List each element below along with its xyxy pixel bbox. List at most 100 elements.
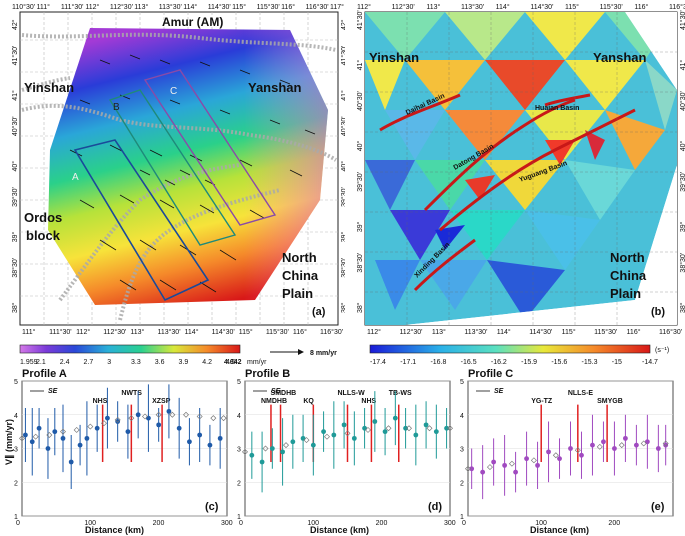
model-point bbox=[196, 413, 203, 420]
data-point bbox=[331, 432, 337, 438]
lon-tick-top: 116° bbox=[281, 3, 295, 11]
data-point bbox=[491, 459, 497, 465]
lon-tick-top: 111°30' bbox=[61, 3, 84, 11]
data-point bbox=[568, 446, 573, 451]
fault-label: NWTS bbox=[121, 390, 142, 397]
colorbar-a-tick: 3.6 bbox=[155, 359, 165, 366]
model-point bbox=[530, 457, 537, 464]
lon-tick-bottom: 116°30' bbox=[659, 328, 682, 336]
y-tick-label: 2 bbox=[460, 480, 464, 487]
model-point bbox=[128, 415, 135, 422]
data-point bbox=[166, 408, 172, 414]
lon-tick-bottom: 111°30' bbox=[49, 328, 72, 336]
data-point bbox=[68, 459, 74, 465]
colorbar-b-tick: -16.5 bbox=[461, 359, 477, 366]
colorbar-a-tick: 3.3 bbox=[131, 359, 141, 366]
profiles: Profile A V∥ (mm/yr) Distance (km) (c) S… bbox=[4, 368, 674, 535]
model-point bbox=[618, 442, 625, 449]
profile-c-xlabel: Distance (km) bbox=[530, 525, 589, 535]
model-point bbox=[32, 433, 39, 440]
model-point bbox=[486, 464, 493, 471]
profile-b-title: Profile B bbox=[245, 368, 290, 380]
model-point bbox=[552, 452, 559, 459]
lon-tick-top: 116°30' bbox=[669, 3, 685, 11]
ref-vector-label: 8 mm/yr bbox=[310, 350, 337, 357]
lat-tick-right: 38° bbox=[340, 302, 345, 313]
lon-tick-top: 114° bbox=[496, 3, 510, 11]
colorbar-a-tick: 4.5 bbox=[226, 359, 236, 366]
data-point bbox=[249, 452, 255, 458]
x-tick-label: 100 bbox=[307, 520, 319, 527]
y-tick-label: 2 bbox=[237, 480, 241, 487]
model-point bbox=[73, 426, 80, 433]
lon-tick-bottom: 113° bbox=[130, 328, 144, 336]
lat-tick-left: 38°30' bbox=[11, 258, 19, 278]
x-tick-label: 100 bbox=[535, 520, 547, 527]
lat-tick-left: 39° bbox=[11, 231, 19, 242]
colorbar-b-tick: -15.3 bbox=[582, 359, 598, 366]
ncp-label-b-3: Plain bbox=[610, 286, 641, 301]
y-tick-label: 5 bbox=[14, 379, 18, 386]
data-point bbox=[513, 469, 518, 475]
lat-tick-right: 40° bbox=[340, 161, 345, 172]
lon-tick-bottom: 115°30' bbox=[594, 328, 617, 336]
model-point bbox=[365, 426, 371, 433]
data-point bbox=[84, 435, 90, 441]
data-point bbox=[423, 422, 429, 428]
lon-tick-top: 115° bbox=[565, 3, 579, 11]
lon-tick-bottom: 115° bbox=[239, 328, 253, 336]
model-point bbox=[344, 430, 351, 437]
model-point bbox=[662, 440, 669, 447]
lat-tick-right: 42° bbox=[340, 19, 345, 30]
lon-tick-top: 114°30' bbox=[530, 3, 553, 11]
lon-tick-bottom: 116° bbox=[293, 328, 307, 336]
colorbar-a-tick: 3 bbox=[107, 359, 111, 366]
lat-tick-right: 40°30' bbox=[340, 116, 345, 136]
lon-tick-top: 112°30' bbox=[392, 3, 415, 11]
lat-tick-right: 41°30' bbox=[340, 46, 345, 66]
colorbars: 1.959 2.1 2.4 2.7 3 3.3 3.6 3.9 4.2 4.5 4.642 mm… bbox=[19, 344, 669, 366]
map-a: A B C Amur (AM) Yinshan Yanshan Ordos bl… bbox=[11, 3, 345, 336]
lat-tick-right: 39° bbox=[340, 231, 345, 242]
lon-tick-bottom: 114°30' bbox=[529, 328, 552, 336]
lat-tick-left: 41°30' bbox=[356, 10, 364, 30]
panel-a-label: (a) bbox=[312, 306, 326, 318]
ref-vector-head bbox=[298, 349, 304, 355]
lat-tick-left: 40° bbox=[356, 140, 364, 151]
data-point bbox=[444, 425, 449, 431]
ncp-label-a-3: Plain bbox=[282, 286, 313, 301]
fault-label: NLLS-W bbox=[338, 390, 366, 397]
model-point bbox=[46, 432, 53, 438]
model-point bbox=[406, 425, 412, 432]
basin-outlines bbox=[379, 93, 636, 292]
lon-tick-bottom: 114°30' bbox=[212, 328, 235, 336]
profile-box-c bbox=[143, 69, 277, 226]
fault-label: NHS bbox=[93, 398, 108, 405]
model-point bbox=[385, 425, 392, 432]
model-point bbox=[262, 445, 269, 452]
lon-tick-bottom: 115° bbox=[562, 328, 576, 336]
data-point bbox=[612, 446, 617, 451]
colorbar-b-tick: -17.1 bbox=[400, 359, 416, 366]
lat-tick-left: 41°30' bbox=[11, 46, 19, 66]
profile-a-title: Profile A bbox=[22, 368, 67, 380]
profile-b-direction: SE bbox=[271, 388, 281, 395]
profile-label-c: C bbox=[170, 86, 177, 97]
lat-tick-left: 38°30' bbox=[356, 253, 364, 273]
yinshan-label-b: Yinshan bbox=[369, 50, 419, 65]
data-point bbox=[310, 442, 316, 448]
data-point bbox=[290, 439, 296, 445]
colorbar-a-min: 1.959 bbox=[20, 359, 38, 366]
model-point bbox=[426, 425, 433, 432]
colorbar-b-tick: -14.7 bbox=[642, 359, 658, 366]
lon-tick-top: 113° bbox=[426, 3, 440, 11]
lat-tick-right: 38°30' bbox=[340, 258, 345, 278]
lon-tick-bottom: 115°30' bbox=[266, 328, 289, 336]
lat-tick-right: 38°30' bbox=[679, 253, 685, 273]
lat-tick-right: 39°30' bbox=[340, 187, 345, 207]
ncp-label-b-1: North bbox=[610, 250, 645, 265]
fault-label: NHS bbox=[361, 398, 376, 405]
colorbar-a-tick: 2.7 bbox=[84, 359, 94, 366]
data-point bbox=[259, 459, 265, 465]
model-point bbox=[114, 416, 121, 423]
